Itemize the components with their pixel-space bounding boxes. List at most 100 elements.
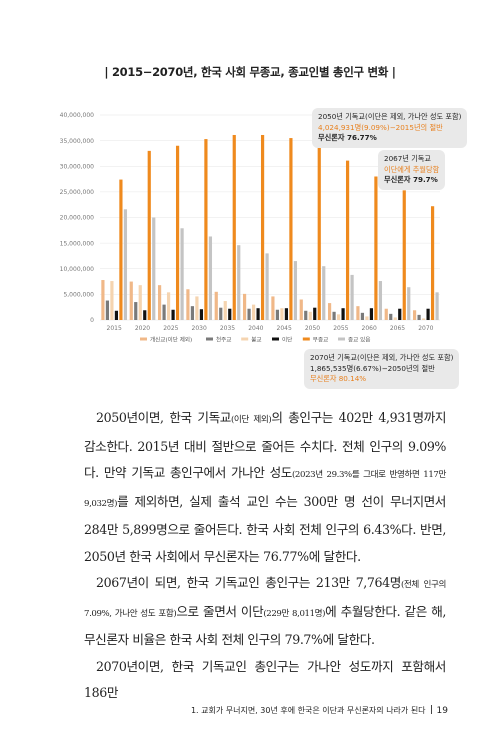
callout-2070-line2: 1,865,535명(6.67%)−2050년의 절반 bbox=[310, 363, 435, 373]
bar bbox=[341, 308, 345, 320]
legend-swatch bbox=[272, 337, 279, 341]
bar bbox=[242, 293, 247, 320]
y-tick-label: 10,000,000 bbox=[60, 266, 95, 273]
bar bbox=[190, 306, 195, 320]
paragraph-3: 2070년이면, 한국 기독교인 총인구는 가나안 성도까지 포함해서 186만 bbox=[84, 658, 446, 701]
bar bbox=[232, 134, 236, 320]
callout-2050-line2: 4,024,931명(9.09%)−2015년의 절반 bbox=[318, 122, 443, 132]
x-tick-label: 2015 bbox=[107, 325, 122, 332]
y-tick-label: 0 bbox=[90, 317, 94, 324]
y-tick-label: 40,000,000 bbox=[60, 112, 95, 119]
bar bbox=[308, 311, 312, 320]
legend-swatch bbox=[302, 337, 310, 341]
legend-swatch bbox=[206, 337, 213, 341]
x-tick-label: 2020 bbox=[135, 325, 150, 332]
paragraph-1: 2050년이면, 한국 기독교(이단 제외)의 총인구는 402만 4,931명… bbox=[84, 410, 447, 564]
bar bbox=[374, 176, 378, 320]
bar bbox=[332, 311, 336, 320]
bar bbox=[313, 307, 317, 320]
y-tick-label: 20,000,000 bbox=[60, 215, 95, 222]
callout-2070-line1: 2070년 기독교(이단은 제외, 가나안 성도 포함) bbox=[310, 353, 454, 362]
bar bbox=[317, 146, 321, 320]
callout-2050-line1: 2050년 기독교(이단은 제외, 가나안 성도 포함) bbox=[318, 112, 462, 121]
bar bbox=[247, 308, 251, 320]
bar bbox=[265, 253, 269, 320]
bar bbox=[260, 134, 265, 320]
bar bbox=[147, 150, 151, 320]
bar bbox=[166, 292, 171, 320]
bar bbox=[322, 266, 326, 320]
legend-label: 개신교(이단 제외) bbox=[150, 336, 192, 344]
x-tick-label: 2035 bbox=[220, 325, 235, 332]
bar bbox=[162, 304, 166, 320]
bar bbox=[204, 139, 208, 320]
bar bbox=[378, 281, 383, 320]
bar bbox=[304, 310, 308, 320]
x-tick-label: 2050 bbox=[305, 325, 320, 332]
callout-2050: 2050년 기독교(이단은 제외, 가나안 성도 포함) 4,024,931명(… bbox=[312, 108, 468, 148]
bar bbox=[327, 303, 332, 320]
legend-label: 불교 bbox=[251, 337, 261, 344]
bar bbox=[152, 217, 156, 320]
bar bbox=[195, 296, 199, 320]
bar bbox=[101, 280, 105, 320]
legend-swatch bbox=[338, 337, 345, 341]
x-tick-label: 2065 bbox=[390, 325, 405, 332]
legend-swatch bbox=[241, 337, 249, 341]
bar bbox=[289, 138, 293, 320]
body-text: 2050년이면, 한국 기독교(이단 제외)의 총인구는 402만 4,931명… bbox=[84, 405, 446, 707]
bar bbox=[426, 308, 430, 320]
bar bbox=[208, 236, 213, 320]
bar bbox=[199, 309, 204, 320]
y-tick-label: 30,000,000 bbox=[60, 163, 95, 170]
x-tick-label: 2045 bbox=[277, 325, 292, 332]
bar bbox=[393, 317, 397, 320]
bar bbox=[171, 309, 175, 320]
bar bbox=[280, 308, 284, 320]
bar bbox=[175, 145, 180, 320]
bar bbox=[134, 302, 138, 320]
y-tick-label: 5,000,000 bbox=[63, 292, 94, 299]
bar bbox=[275, 309, 280, 320]
bar bbox=[407, 287, 411, 320]
x-tick-label: 2025 bbox=[163, 325, 178, 332]
bar bbox=[365, 316, 369, 320]
bar bbox=[105, 300, 110, 320]
callout-2067: 2067년 기독교 이단에게 추월당함 무신론자 79.7% bbox=[378, 150, 446, 190]
bar bbox=[369, 308, 374, 320]
bar bbox=[421, 318, 426, 320]
page-number: 19 bbox=[436, 706, 448, 716]
bar bbox=[271, 296, 275, 320]
bar bbox=[412, 310, 417, 320]
callout-2067-line2: 이단에게 추월당함 bbox=[384, 164, 440, 174]
bar bbox=[284, 308, 289, 320]
callout-2070-line3: 무신론자 80.14% bbox=[310, 374, 367, 383]
footer-divider bbox=[430, 705, 432, 714]
x-tick-label: 2070 bbox=[418, 325, 433, 332]
bar bbox=[119, 179, 123, 320]
callout-2067-line1: 2067년 기독교 bbox=[384, 154, 432, 163]
bar bbox=[129, 281, 133, 320]
bar bbox=[251, 304, 256, 320]
bar bbox=[110, 281, 114, 320]
x-tick-label: 2030 bbox=[192, 325, 207, 332]
bar bbox=[138, 285, 142, 320]
bar bbox=[430, 206, 435, 320]
bar bbox=[214, 291, 218, 320]
chapter-title: 1. 교회가 무너지면, 30년 후에 한국은 이단과 무신론자의 나라가 된다 bbox=[190, 706, 426, 715]
bar bbox=[186, 289, 190, 320]
bar bbox=[219, 307, 223, 320]
callout-2050-line3: 무신론자 76.77% bbox=[318, 133, 377, 142]
bar bbox=[435, 292, 439, 320]
bar bbox=[114, 310, 119, 320]
bar bbox=[360, 312, 365, 320]
bar bbox=[398, 308, 402, 320]
bar bbox=[143, 310, 147, 320]
page-footer: 1. 교회가 무너지면, 30년 후에 한국은 이단과 무신론자의 나라가 된다… bbox=[0, 705, 448, 716]
x-tick-label: 2060 bbox=[362, 325, 377, 332]
chart-title: | 2015−2070년, 한국 사회 무종교, 종교인별 총인구 변화 | bbox=[104, 65, 396, 79]
y-tick-label: 25,000,000 bbox=[60, 189, 95, 196]
y-tick-label: 15,000,000 bbox=[60, 240, 95, 247]
paragraph-2: 2067년이 되면, 한국 기독교인 총인구는 213만 7,764명(전체 인… bbox=[84, 575, 446, 647]
bar bbox=[157, 285, 162, 320]
